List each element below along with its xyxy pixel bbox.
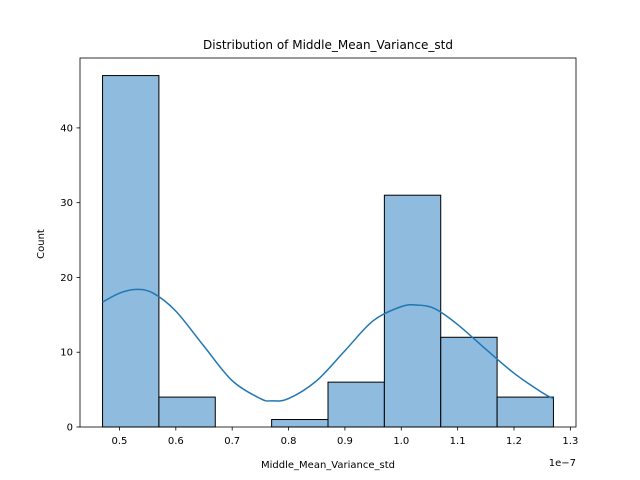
y-axis-label: Count xyxy=(36,229,47,259)
histogram-bar xyxy=(102,75,160,428)
x-tick-label: 1.3 xyxy=(562,436,578,447)
x-axis-label: Middle_Mean_Variance_std xyxy=(261,460,395,471)
axes-frame xyxy=(79,57,577,428)
x-tick-label: 1.0 xyxy=(393,436,409,447)
plot-frame xyxy=(79,57,577,428)
y-tick-label: 20 xyxy=(60,273,73,284)
x-tick-label: 1.2 xyxy=(506,436,522,447)
x-tick-label: 0.5 xyxy=(112,436,128,447)
chart-title: Distribution of Middle_Mean_Variance_std xyxy=(203,38,453,52)
histogram-bar xyxy=(383,194,442,428)
x-offset-label: 1e−7 xyxy=(549,458,576,469)
x-axis: 0.5 0.6 0.7 0.8 0.9 1.0 1.1 1.2 1.3 xyxy=(112,427,578,447)
x-tick-label: 0.7 xyxy=(224,436,240,447)
x-tick-label: 0.8 xyxy=(281,436,297,447)
y-tick-label: 10 xyxy=(60,348,73,359)
histogram-bar xyxy=(271,419,329,428)
x-tick-label: 1.1 xyxy=(450,436,466,447)
bars-group xyxy=(102,75,554,428)
kde-curve xyxy=(102,288,554,402)
x-tick-label: 0.9 xyxy=(337,436,353,447)
y-tick-label: 30 xyxy=(60,198,73,209)
y-axis: 0 10 20 30 40 xyxy=(60,123,80,434)
histogram-bar xyxy=(440,336,498,428)
histogram-bar xyxy=(158,396,216,428)
histogram-bar xyxy=(327,381,385,428)
y-tick-label: 0 xyxy=(67,423,73,434)
y-tick-label: 40 xyxy=(60,123,73,134)
histogram-bar xyxy=(496,396,554,428)
x-tick-label: 0.6 xyxy=(168,436,184,447)
